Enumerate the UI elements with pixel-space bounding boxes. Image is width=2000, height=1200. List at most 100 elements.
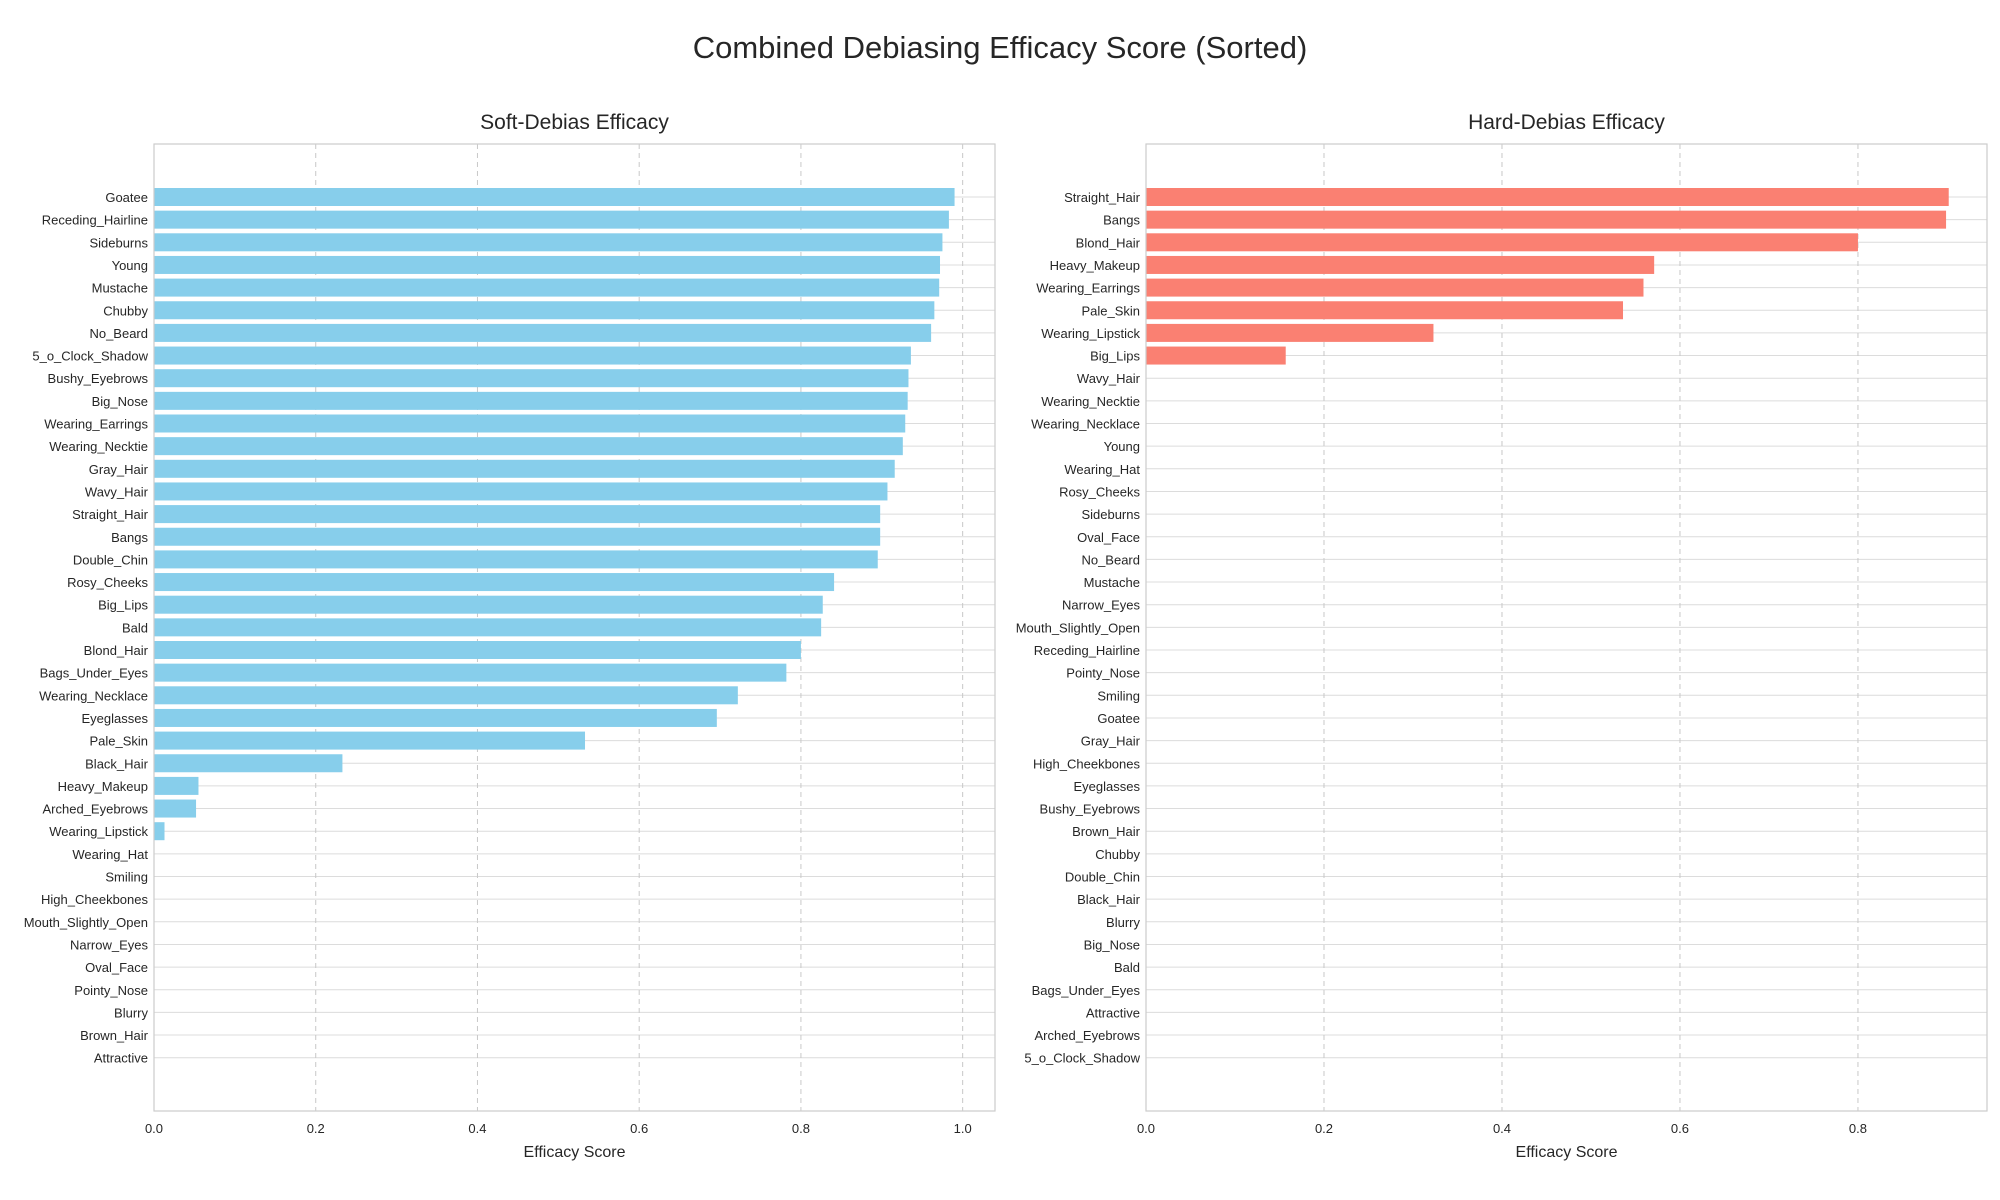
hard-category-label: Wearing_Hat [1064,462,1140,477]
soft-category-label: Bald [122,620,148,635]
soft-category-label: Wearing_Necklace [39,688,148,703]
soft-x-tick-label: 0.2 [307,1121,325,1136]
soft-category-label: Wearing_Necktie [49,439,148,454]
hard-category-label: 5_o_Clock_Shadow [1024,1051,1140,1066]
hard-panel-title: Hard-Debias Efficacy [1468,111,1665,134]
soft-category-label: Brown_Hair [80,1028,149,1043]
hard-x-tick-label: 0.0 [1137,1121,1155,1136]
soft-category-label: Straight_Hair [72,507,149,522]
hard-category-label: Wearing_Necklace [1031,417,1140,432]
soft-bar-Chubby [154,301,935,320]
soft-category-label: Wearing_Lipstick [49,824,148,839]
hard-category-label: Bangs [1103,213,1140,228]
soft-category-label: Pale_Skin [89,734,148,749]
soft-bar-Heavy_Makeup [154,776,199,795]
soft-bar-Mustache [154,278,940,297]
hard-category-label: Young [1104,439,1140,454]
hard-category-label: Pale_Skin [1081,303,1140,318]
soft-category-label: Sideburns [89,235,148,250]
hard-category-label: Goatee [1097,711,1140,726]
hard-x-tick-label: 0.2 [1315,1121,1333,1136]
soft-bar-Blond_Hair [154,641,801,659]
hard-category-label: Blurry [1106,915,1140,930]
soft-category-label: Goatee [105,190,148,205]
hard-bar-Wearing_Earrings [1146,278,1644,297]
soft-category-label: Attractive [94,1051,148,1066]
soft-bar-Receding_Hairline [154,210,949,229]
hard-x-tick-label: 0.6 [1671,1121,1689,1136]
hard-category-label: Straight_Hair [1064,190,1141,205]
hard-x-axis-label: Efficacy Score [1516,1144,1618,1161]
hard-category-label: Smiling [1097,688,1140,703]
soft-bar-Bags_Under_Eyes [154,663,787,682]
soft-bar-Wearing_Necktie [154,437,903,456]
soft-category-label: Receding_Hairline [42,213,148,228]
hard-category-label: Eyeglasses [1074,779,1141,794]
soft-category-label: Eyeglasses [82,711,149,726]
hard-bar-Big_Lips [1146,346,1286,365]
soft-bar-Straight_Hair [154,505,881,524]
soft-bar-Bangs [154,527,881,546]
hard-category-label: Arched_Eyebrows [1035,1028,1141,1043]
soft-category-label: Heavy_Makeup [58,779,148,794]
hard-category-label: Big_Nose [1084,937,1140,952]
hard-category-label: Wavy_Hair [1077,371,1141,386]
hard-category-label: Receding_Hairline [1034,643,1140,658]
soft-category-label: Blurry [114,1005,148,1020]
hard-category-label: No_Beard [1081,552,1140,567]
soft-category-label: 5_o_Clock_Shadow [32,349,148,364]
hard-plot-frame [1145,143,1988,1112]
soft-x-tick-label: 1.0 [954,1121,972,1136]
hard-category-label: Attractive [1086,1005,1140,1020]
soft-bar-Young [154,255,941,274]
hard-category-label: Heavy_Makeup [1050,258,1140,273]
hard-x-tick-label: 0.4 [1493,1121,1511,1136]
soft-bar-Wearing_Necklace [154,686,738,705]
soft-bar-Gray_Hair [154,459,895,478]
soft-category-label: Bushy_Eyebrows [48,371,149,386]
soft-category-label: Pointy_Nose [74,983,148,998]
soft-bar-Pale_Skin [154,731,586,750]
hard-category-label: Double_Chin [1065,870,1140,885]
hard-category-label: Brown_Hair [1072,824,1141,839]
soft-category-label: Mouth_Slightly_Open [24,915,148,930]
soft-bar-Wavy_Hair [154,482,888,501]
soft-category-label: Young [112,258,148,273]
hard-category-label: Bags_Under_Eyes [1032,983,1141,998]
soft-category-label: Mustache [92,281,148,296]
soft-category-label: Black_Hair [85,756,149,771]
hard-category-label: Mouth_Slightly_Open [1016,620,1140,635]
hard-category-label: Big_Lips [1090,349,1140,364]
soft-bar-Arched_Eyebrows [154,799,197,818]
hard-category-label: Rosy_Cheeks [1059,484,1140,499]
soft-category-label: Blond_Hair [84,643,149,658]
hard-category-label: High_Cheekbones [1033,756,1140,771]
soft-category-label: Smiling [105,870,148,885]
soft-bar-No_Beard [154,323,932,342]
soft-category-label: Wearing_Earrings [44,417,148,432]
soft-bar-Black_Hair [154,754,343,773]
soft-bar-Wearing_Lipstick [154,822,165,841]
hard-category-label: Black_Hair [1077,892,1141,907]
soft-category-label: Narrow_Eyes [70,937,149,952]
soft-bar-Big_Nose [154,391,908,410]
hard-category-label: Wearing_Necktie [1041,394,1140,409]
soft-category-label: High_Cheekbones [41,892,148,907]
hard-category-label: Mustache [1084,575,1140,590]
soft-bar-5_o_Clock_Shadow [154,346,911,365]
hard-category-label: Chubby [1095,847,1140,862]
hard-debias-panel: 0.0 0.2 0.4 0.6 0.8 Straight_Hair Bangs Blond_H… [1016,111,1988,1161]
hard-category-label: Bushy_Eyebrows [1040,802,1141,817]
hard-bar-Bangs [1146,210,1947,229]
soft-bar-Eyeglasses [154,708,717,727]
hard-category-label: Narrow_Eyes [1062,598,1141,613]
soft-category-label: Bags_Under_Eyes [40,666,149,681]
hard-category-label: Pointy_Nose [1066,666,1140,681]
soft-debias-panel: 0.0 0.2 0.4 0.6 0.8 1.0 Goatee Receding_Hairlin… [24,111,996,1161]
soft-category-label: Wearing_Hat [72,847,148,862]
soft-category-label: Big_Lips [98,598,148,613]
soft-category-label: Arched_Eyebrows [43,802,149,817]
hard-bar-Pale_Skin [1146,301,1624,320]
soft-category-label: Oval_Face [85,960,148,975]
